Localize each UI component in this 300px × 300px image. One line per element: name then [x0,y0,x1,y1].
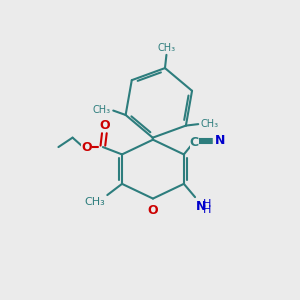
Text: N: N [196,200,206,213]
Text: CH₃: CH₃ [85,197,105,207]
Text: CH₃: CH₃ [93,105,111,115]
Text: C: C [190,136,199,148]
Text: CH₃: CH₃ [158,43,175,53]
Text: O: O [99,119,110,132]
Text: O: O [148,204,158,217]
Text: H: H [203,205,212,215]
Text: N: N [215,134,226,147]
Text: O: O [81,141,92,154]
Text: CH₃: CH₃ [201,119,219,129]
Text: H: H [203,199,212,209]
